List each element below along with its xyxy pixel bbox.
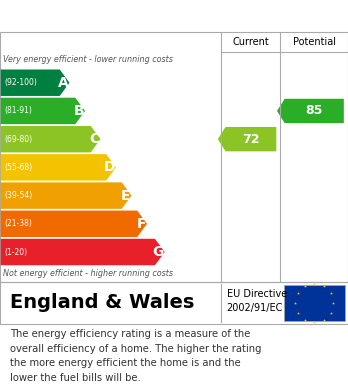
Text: EU Directive
2002/91/EC: EU Directive 2002/91/EC	[227, 289, 287, 312]
Text: Current: Current	[232, 37, 269, 47]
Text: Energy Efficiency Rating: Energy Efficiency Rating	[10, 9, 232, 23]
Text: England & Wales: England & Wales	[10, 294, 195, 312]
Polygon shape	[1, 239, 165, 265]
Text: E: E	[121, 188, 130, 203]
Text: (55-68): (55-68)	[4, 163, 32, 172]
Text: (92-100): (92-100)	[4, 78, 37, 87]
Text: (21-38): (21-38)	[4, 219, 32, 228]
Polygon shape	[218, 127, 276, 151]
Text: Not energy efficient - higher running costs: Not energy efficient - higher running co…	[3, 269, 174, 278]
Polygon shape	[1, 126, 101, 152]
Text: (39-54): (39-54)	[4, 191, 32, 200]
Polygon shape	[1, 98, 85, 124]
Text: D: D	[103, 160, 115, 174]
Text: G: G	[152, 245, 164, 259]
Text: A: A	[58, 76, 69, 90]
Polygon shape	[1, 154, 116, 181]
Text: 72: 72	[242, 133, 259, 146]
Text: B: B	[73, 104, 84, 118]
Text: F: F	[136, 217, 146, 231]
Polygon shape	[277, 99, 344, 123]
Text: Potential: Potential	[293, 37, 336, 47]
Text: (1-20): (1-20)	[4, 248, 27, 256]
Text: 85: 85	[305, 104, 323, 117]
Text: Very energy efficient - lower running costs: Very energy efficient - lower running co…	[3, 55, 173, 64]
Text: (69-80): (69-80)	[4, 135, 32, 143]
Text: The energy efficiency rating is a measure of the
overall efficiency of a home. T: The energy efficiency rating is a measur…	[10, 329, 262, 382]
Polygon shape	[1, 70, 70, 96]
Text: (81-91): (81-91)	[4, 106, 32, 115]
Polygon shape	[1, 182, 132, 209]
Text: C: C	[89, 132, 100, 146]
Polygon shape	[1, 211, 147, 237]
Bar	[284, 285, 345, 321]
